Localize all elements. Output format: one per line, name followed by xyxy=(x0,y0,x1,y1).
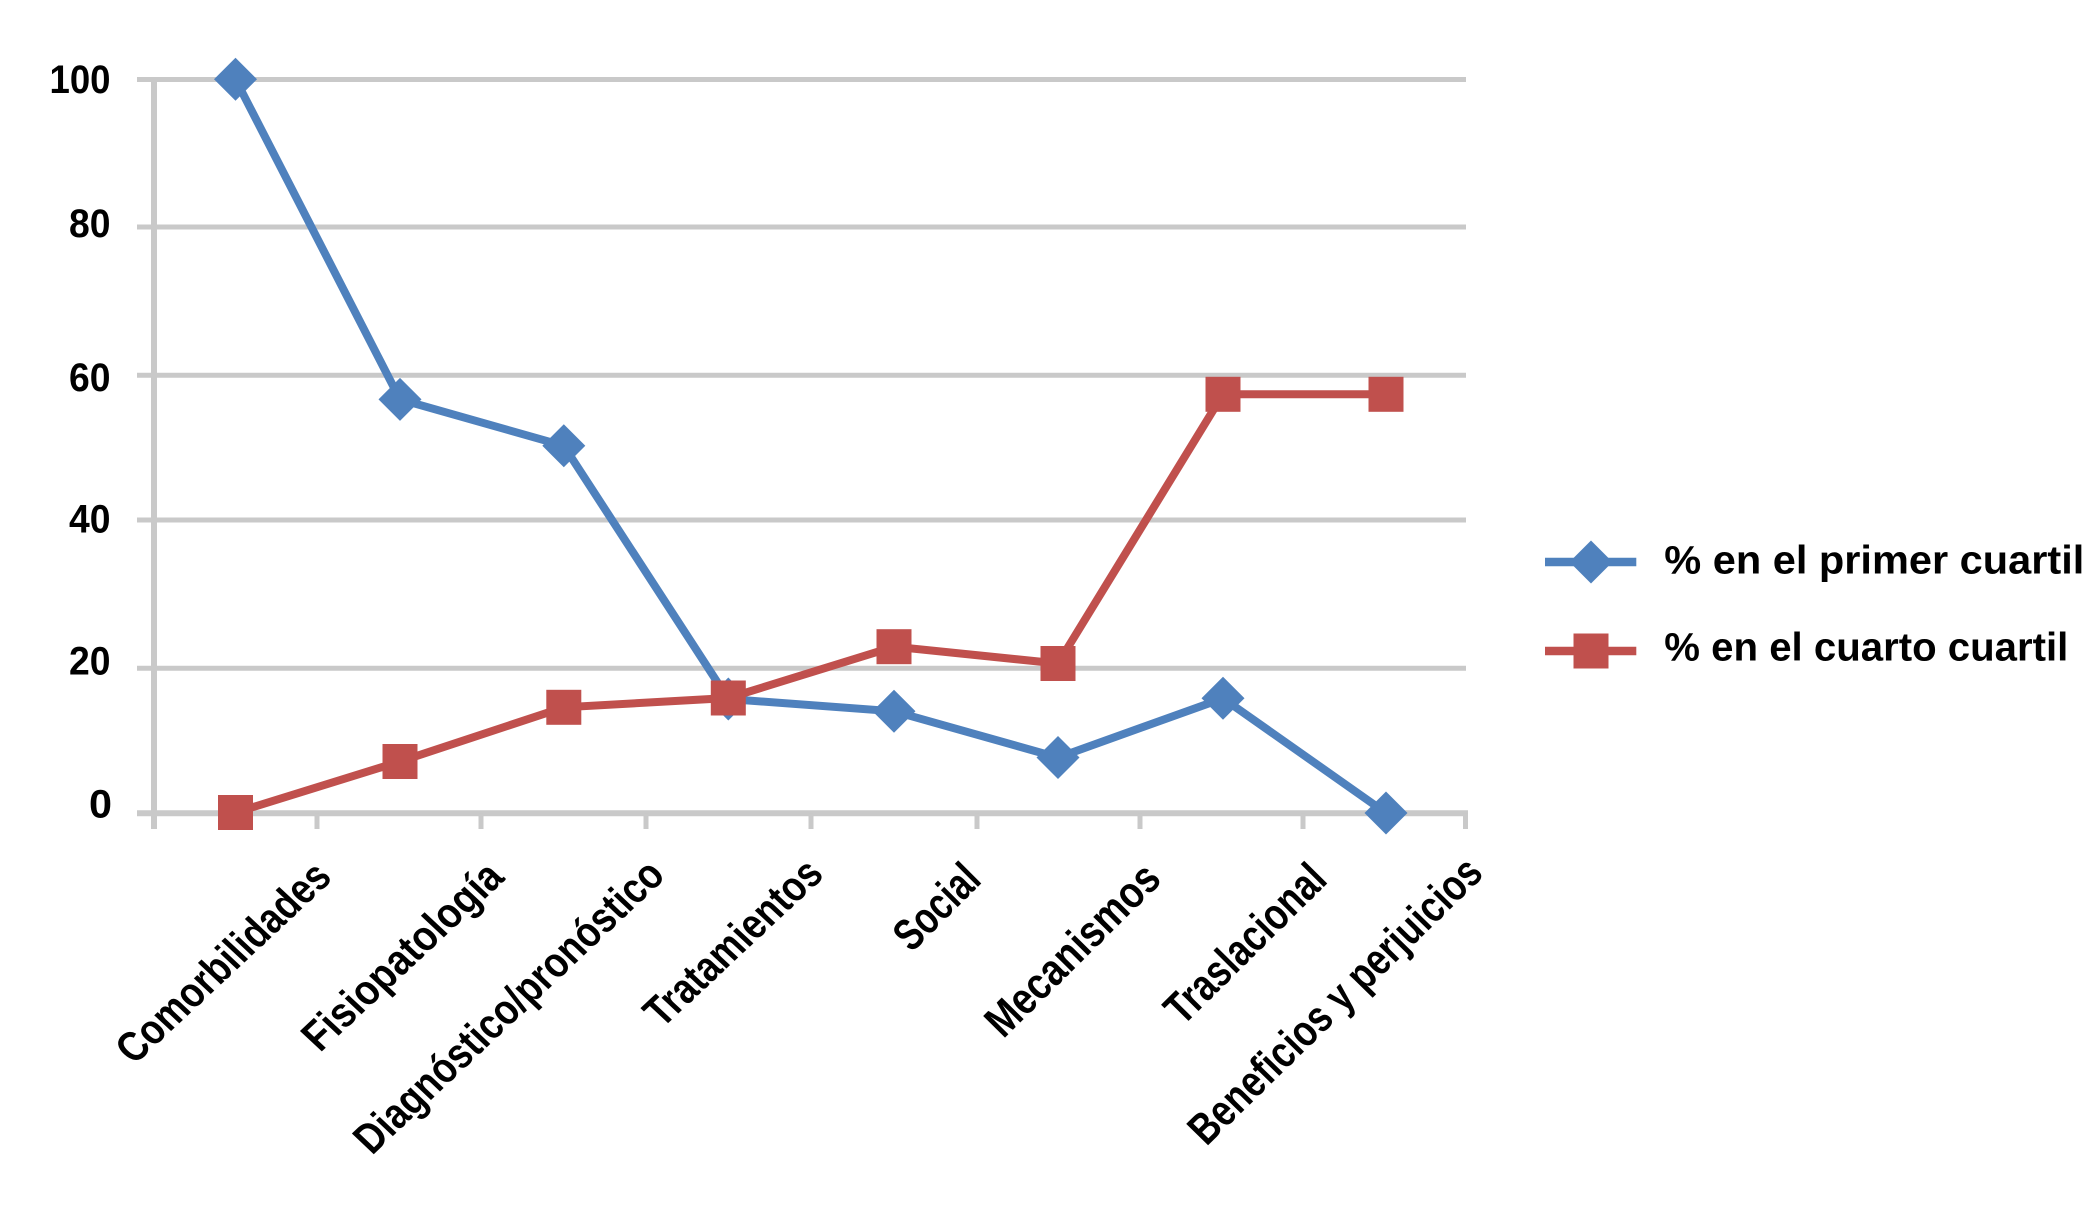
svg-text:Beneficios y perjuicios: Beneficios y perjuicios xyxy=(1178,848,1492,1154)
svg-text:80: 80 xyxy=(69,202,111,246)
svg-text:100: 100 xyxy=(50,58,111,102)
svg-text:60: 60 xyxy=(69,356,111,400)
svg-text:Social: Social xyxy=(883,853,990,960)
svg-text:40: 40 xyxy=(69,498,111,542)
svg-text:% en el primer cuartil: % en el primer cuartil xyxy=(1664,539,2084,583)
svg-text:0: 0 xyxy=(89,783,112,827)
svg-text:Mecanismos: Mecanismos xyxy=(975,853,1170,1046)
svg-text:% en el cuarto cuartil: % en el cuarto cuartil xyxy=(1664,626,2068,670)
svg-text:Diagnóstico/pronóstico: Diagnóstico/pronóstico xyxy=(344,850,674,1162)
svg-text:20: 20 xyxy=(69,639,111,683)
